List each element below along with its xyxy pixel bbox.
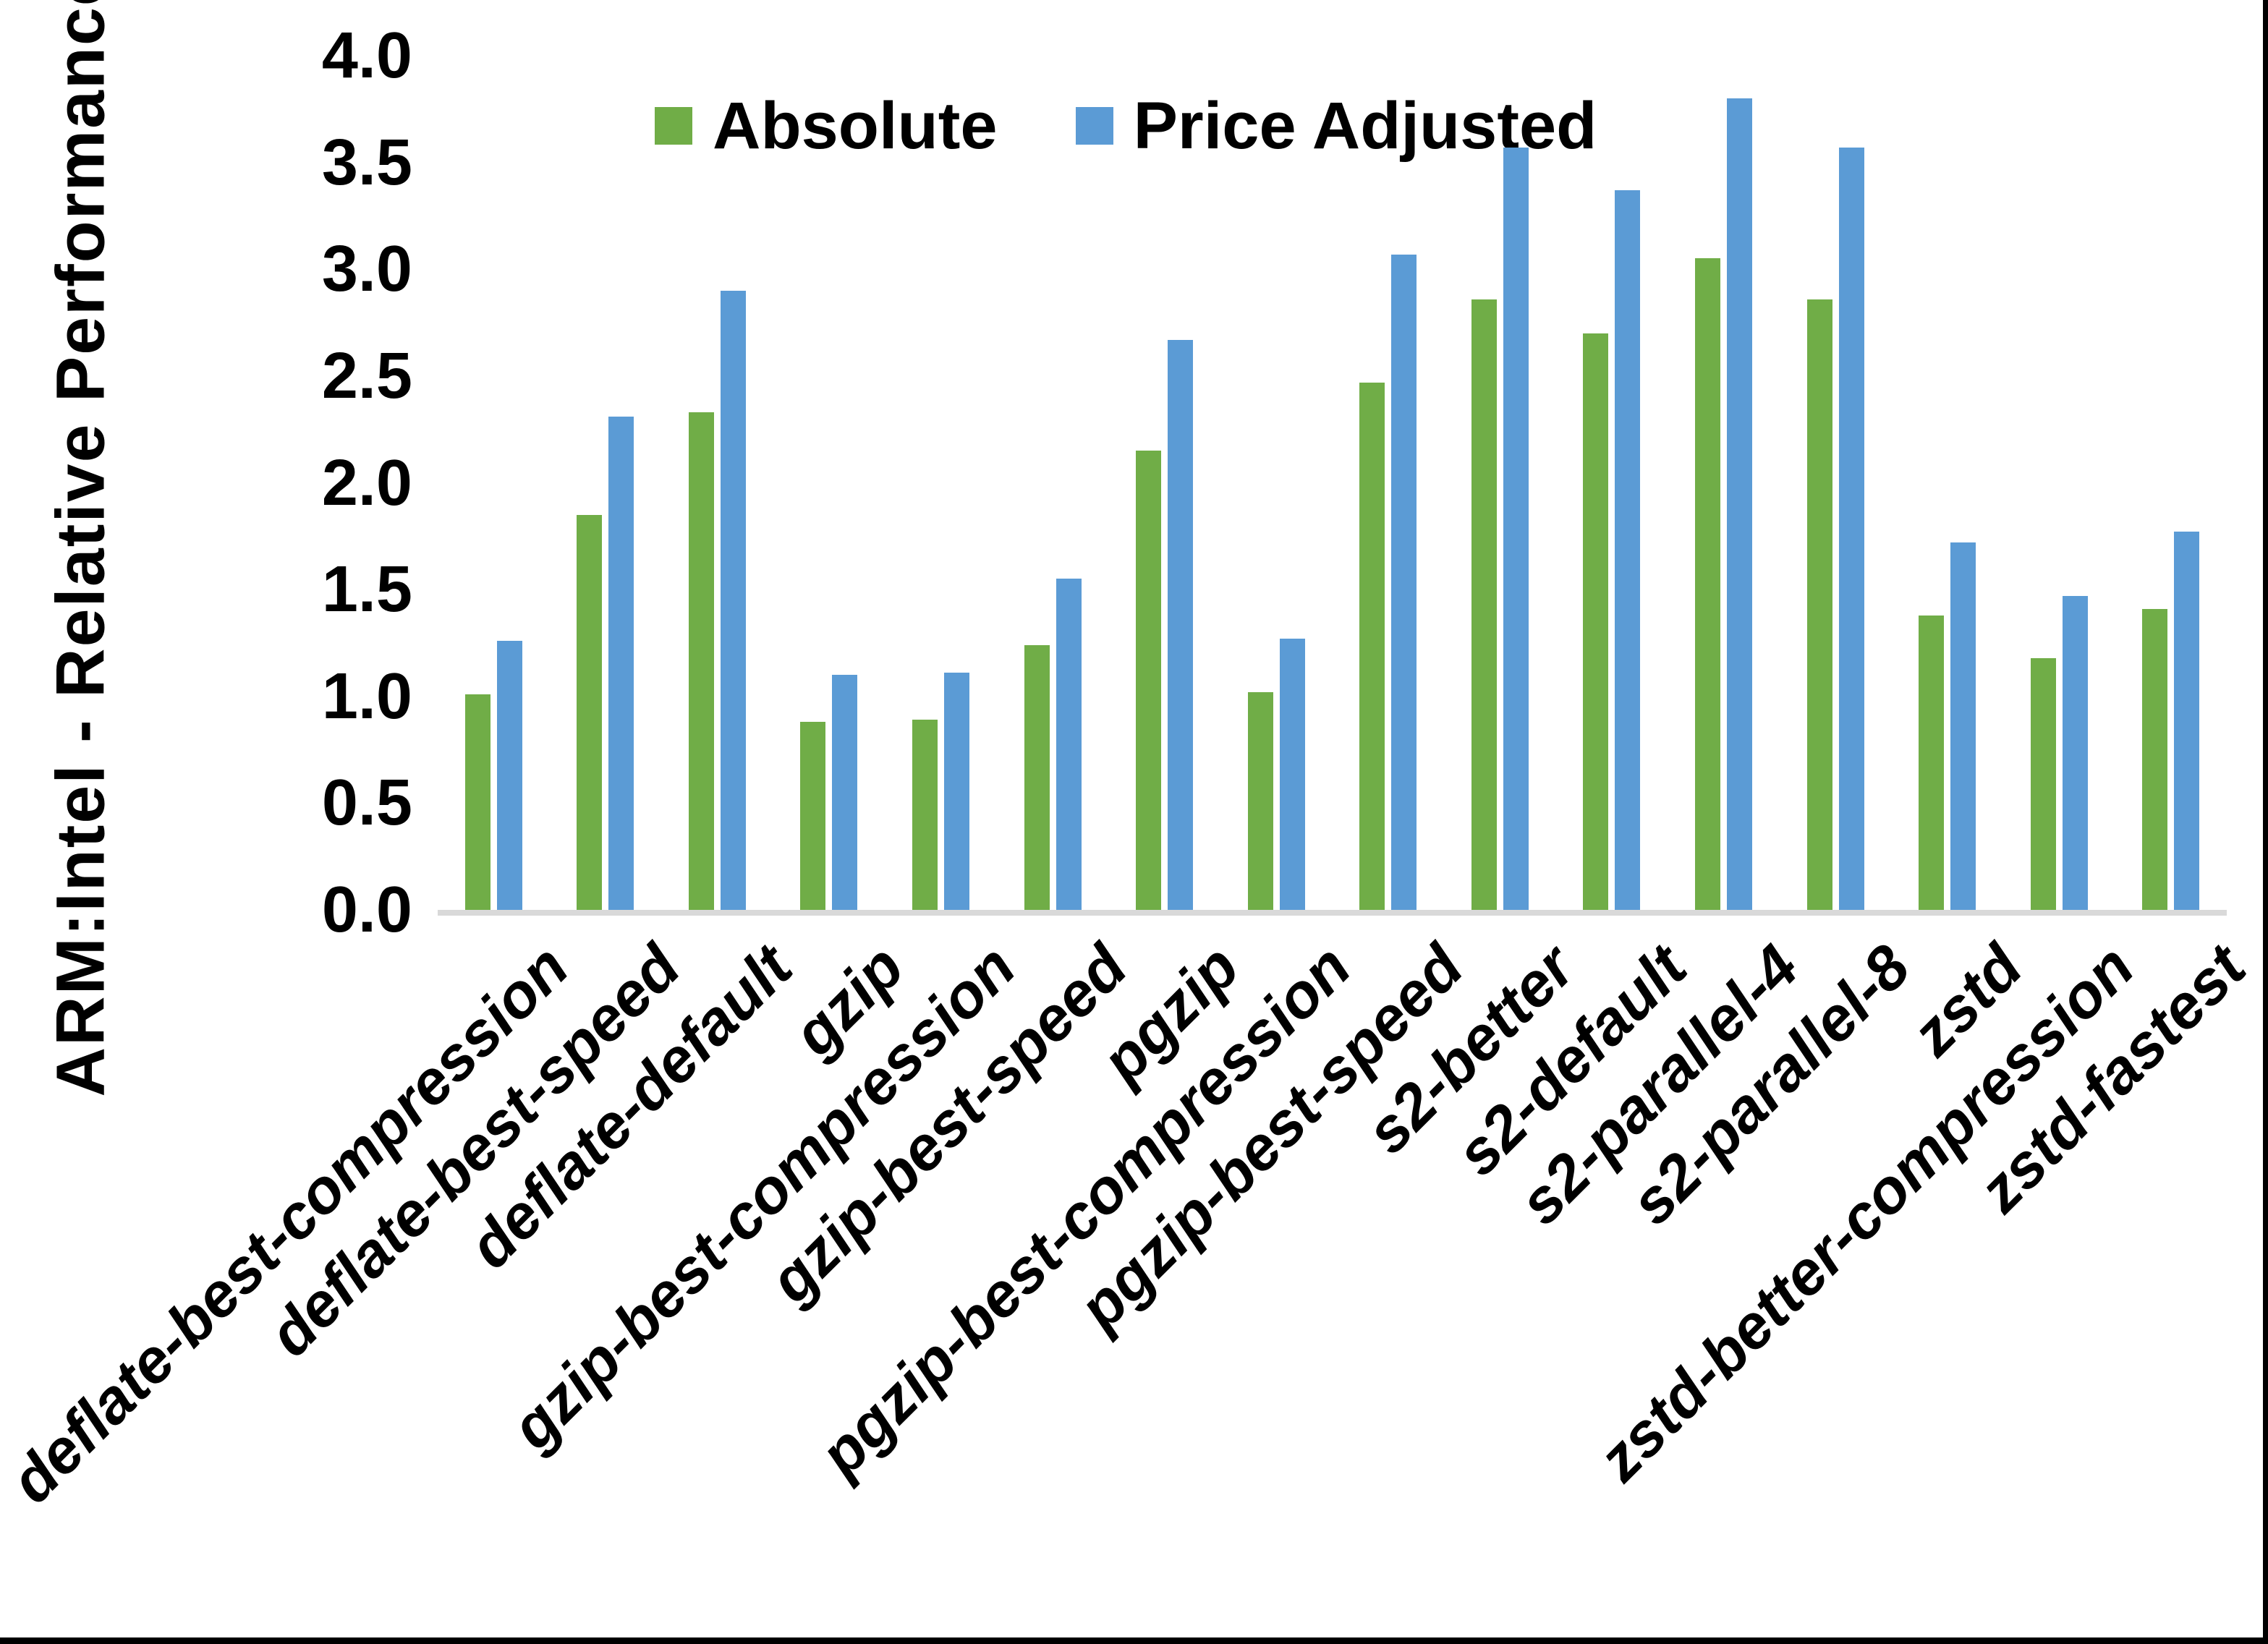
y-tick-label: 3.0 — [321, 233, 412, 306]
legend-swatch-absolute-icon — [655, 107, 692, 145]
bar-price-adjusted-pgzip-best-speed — [1391, 254, 1417, 910]
bar-price-adjusted-zstd-fastest — [2174, 532, 2200, 910]
bar-absolute-gzip-best-compression — [912, 720, 938, 910]
bar-absolute-s2-better — [1471, 299, 1497, 910]
bar-price-adjusted-pgzip — [1168, 339, 1194, 910]
bar-price-adjusted-zstd-better-compression — [2062, 595, 2088, 910]
bar-price-adjusted-deflate-default — [720, 290, 746, 910]
y-tick-label: 2.5 — [321, 339, 412, 412]
bar-absolute-s2-parallel-4 — [1694, 258, 1720, 910]
y-tick-label: 1.0 — [321, 660, 412, 733]
bar-absolute-pgzip-best-compression — [1247, 691, 1273, 910]
bar-absolute-zstd — [1919, 615, 1945, 910]
bar-price-adjusted-gzip-best-speed — [1056, 579, 1082, 910]
bar-absolute-pgzip — [1136, 451, 1162, 910]
legend-swatch-price-adjusted-icon — [1075, 107, 1113, 145]
y-tick-label: 2.0 — [321, 446, 412, 519]
bar-absolute-s2-default — [1583, 333, 1609, 910]
bar-price-adjusted-zstd — [1950, 542, 1976, 910]
y-tick-label: 4.0 — [321, 20, 412, 92]
right-border — [2263, 0, 2268, 1644]
bar-absolute-zstd-fastest — [2142, 608, 2168, 910]
bar-absolute-deflate-default — [688, 412, 714, 910]
bar-price-adjusted-gzip-best-compression — [944, 673, 970, 910]
bar-absolute-deflate-best-speed — [577, 514, 603, 910]
legend-item-absolute: Absolute — [655, 93, 998, 159]
y-axis-title: ARM:Intel - Relative Performance — [42, 0, 119, 1097]
bar-price-adjusted-deflate-best-speed — [608, 416, 634, 910]
y-tick-label: 3.5 — [321, 126, 412, 199]
bar-absolute-deflate-best-compression — [464, 694, 490, 910]
bar-absolute-gzip — [800, 722, 826, 910]
bar-price-adjusted-pgzip-best-compression — [1279, 639, 1305, 910]
bar-absolute-s2-parallel-8 — [1806, 299, 1832, 910]
y-tick-label: 1.5 — [321, 553, 412, 626]
y-tick-label: 0.0 — [321, 874, 412, 946]
legend-label-absolute: Absolute — [713, 89, 998, 163]
bar-price-adjusted-s2-parallel-8 — [1838, 147, 1864, 910]
x-axis-line — [438, 910, 2227, 916]
bar-absolute-zstd-better-compression — [2030, 657, 2056, 910]
bottom-border — [0, 1637, 2268, 1644]
bar-absolute-gzip-best-speed — [1024, 644, 1050, 910]
bar-price-adjusted-s2-default — [1615, 190, 1641, 910]
bar-absolute-pgzip-best-speed — [1359, 382, 1385, 910]
bar-price-adjusted-s2-parallel-4 — [1726, 98, 1752, 910]
bar-price-adjusted-deflate-best-compression — [496, 640, 522, 910]
y-tick-label: 0.5 — [321, 767, 412, 840]
legend: Absolute Price Adjusted — [655, 93, 1597, 159]
bar-price-adjusted-gzip — [832, 675, 858, 910]
bar-price-adjusted-s2-better — [1503, 147, 1529, 910]
